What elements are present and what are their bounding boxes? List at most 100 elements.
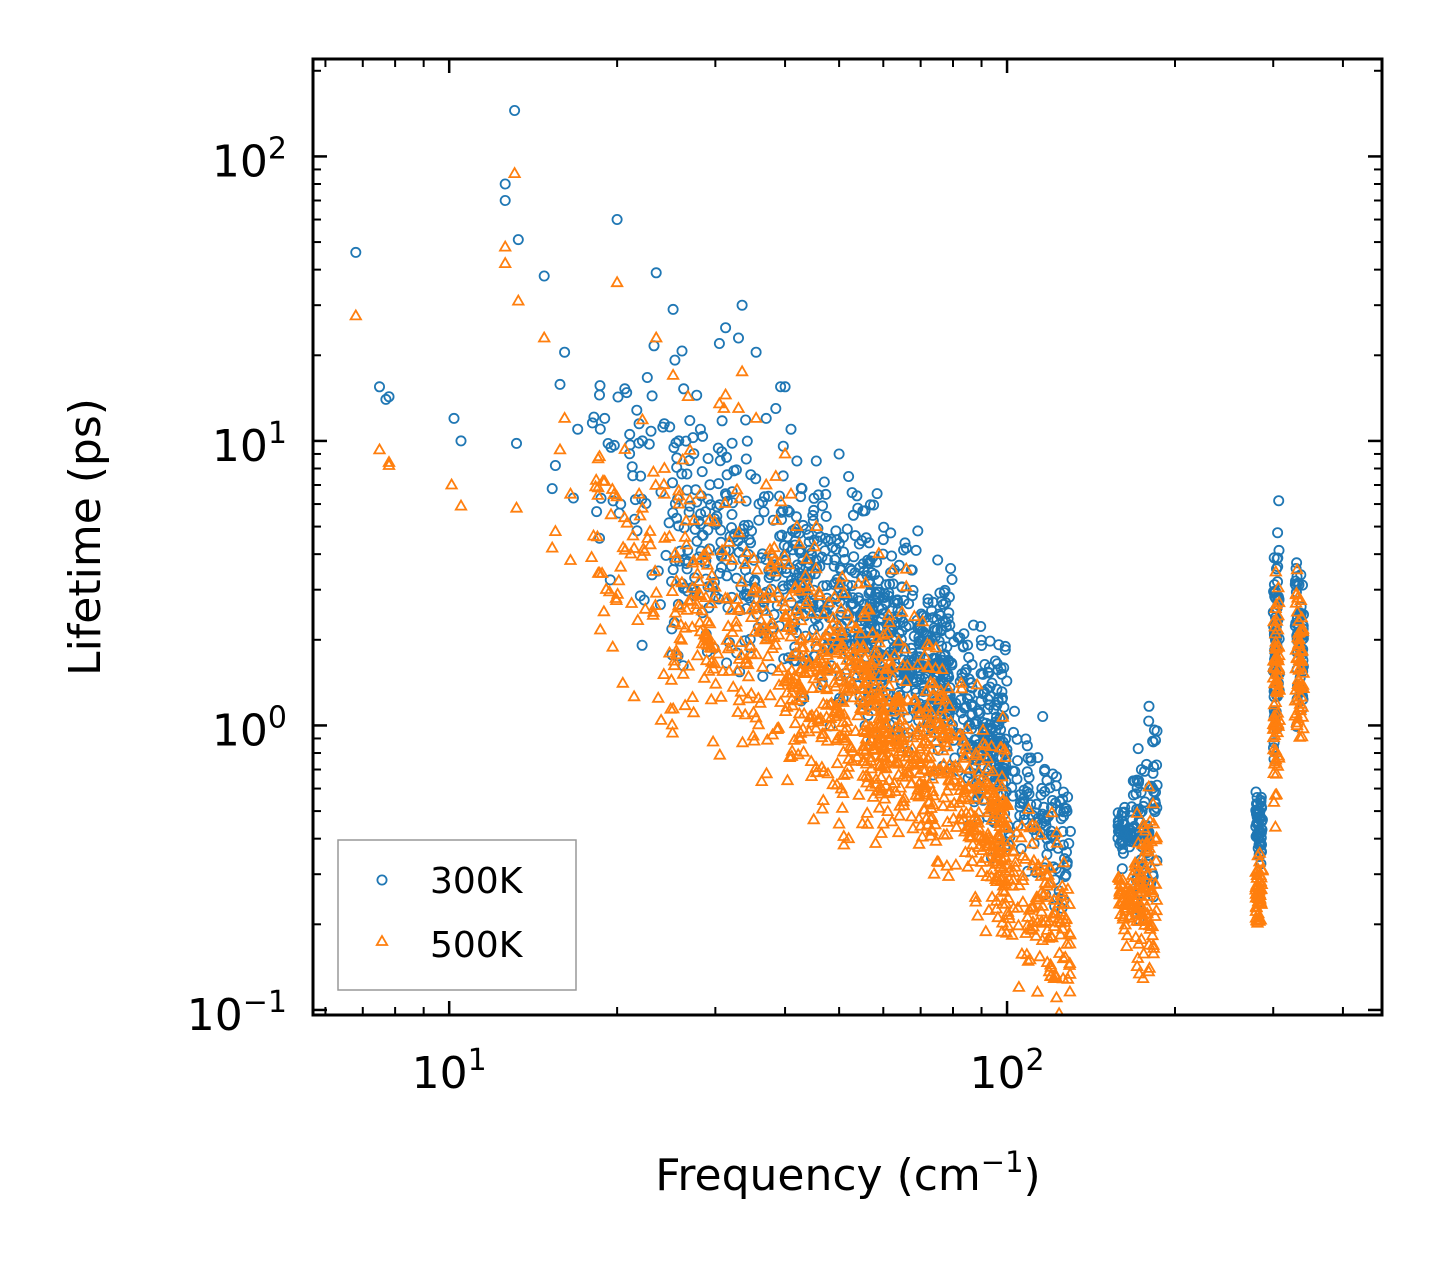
point-500k bbox=[722, 664, 736, 676]
point-500k bbox=[852, 788, 866, 800]
point-500k bbox=[913, 818, 928, 831]
point-500k bbox=[997, 885, 1012, 897]
point-500k bbox=[699, 590, 713, 602]
point-500k bbox=[909, 788, 923, 800]
point-500k bbox=[632, 486, 646, 499]
point-300k bbox=[1115, 836, 1127, 848]
point-500k bbox=[763, 559, 778, 572]
point-500k bbox=[836, 715, 850, 728]
point-500k bbox=[782, 589, 797, 602]
point-500k bbox=[837, 768, 851, 780]
point-300k bbox=[804, 553, 816, 565]
point-500k bbox=[1030, 984, 1045, 997]
point-500k bbox=[978, 738, 993, 751]
point-500k bbox=[763, 629, 778, 642]
point-500k bbox=[593, 622, 608, 635]
point-500k bbox=[700, 629, 715, 641]
point-500k bbox=[735, 735, 750, 748]
legend-label-500k: 500K bbox=[430, 925, 524, 966]
point-500k bbox=[1146, 796, 1160, 809]
point-500k bbox=[1131, 951, 1145, 963]
point-500k bbox=[855, 816, 870, 829]
point-500k bbox=[872, 800, 887, 813]
point-500k bbox=[1142, 841, 1157, 853]
point-500k bbox=[879, 649, 893, 662]
point-500k bbox=[958, 751, 973, 763]
point-300k bbox=[846, 487, 858, 499]
point-500k bbox=[635, 548, 649, 561]
point-500k bbox=[1131, 881, 1146, 893]
point-500k bbox=[993, 807, 1008, 820]
point-500k bbox=[667, 658, 682, 671]
point-300k bbox=[721, 570, 733, 582]
point-300k bbox=[820, 510, 832, 522]
point-300k bbox=[937, 598, 949, 610]
point-500k bbox=[671, 483, 686, 496]
point-500k bbox=[933, 689, 947, 701]
point-500k bbox=[673, 631, 687, 644]
point-500k bbox=[1059, 912, 1073, 925]
point-500k bbox=[868, 678, 883, 691]
point-300k bbox=[716, 561, 728, 573]
point-500k bbox=[908, 692, 923, 705]
point-500k bbox=[900, 692, 915, 705]
point-300k bbox=[645, 425, 657, 437]
point-300k bbox=[704, 479, 716, 491]
point-500k bbox=[743, 638, 758, 651]
point-300k bbox=[896, 581, 908, 593]
point-300k bbox=[1061, 859, 1073, 871]
point-500k bbox=[790, 602, 804, 614]
point-500k bbox=[858, 651, 872, 664]
point-300k bbox=[669, 354, 681, 366]
point-500k bbox=[695, 603, 709, 616]
point-500k bbox=[711, 646, 725, 659]
point-300k bbox=[808, 504, 820, 516]
point-500k bbox=[909, 752, 923, 764]
point-500k bbox=[882, 693, 896, 706]
point-500k bbox=[798, 568, 813, 581]
point-500k bbox=[712, 396, 727, 409]
point-500k bbox=[864, 779, 878, 792]
point-500k bbox=[683, 443, 697, 455]
point-500k bbox=[828, 679, 843, 692]
point-500k bbox=[905, 776, 919, 789]
point-500k bbox=[882, 773, 896, 785]
point-500k bbox=[816, 793, 831, 805]
point-500k bbox=[921, 700, 935, 712]
legend: 300K 500K bbox=[337, 839, 577, 991]
point-300k bbox=[975, 634, 987, 646]
point-300k bbox=[743, 572, 755, 584]
point-300k bbox=[838, 546, 850, 558]
point-500k bbox=[821, 658, 835, 670]
point-300k bbox=[350, 246, 362, 258]
point-500k bbox=[930, 854, 944, 867]
point-300k bbox=[745, 537, 757, 549]
point-300k bbox=[705, 499, 717, 511]
point-500k bbox=[1268, 642, 1283, 654]
point-300k bbox=[728, 465, 740, 477]
point-500k bbox=[780, 685, 794, 698]
point-500k bbox=[760, 732, 775, 745]
point-500k bbox=[927, 866, 941, 879]
point-500k bbox=[730, 663, 744, 676]
point-500k bbox=[700, 614, 715, 627]
point-500k bbox=[1270, 650, 1285, 663]
point-500k bbox=[726, 680, 740, 692]
point-500k bbox=[996, 853, 1010, 866]
point-300k bbox=[934, 587, 946, 599]
point-500k bbox=[860, 806, 874, 818]
point-500k bbox=[968, 790, 982, 803]
point-500k bbox=[805, 681, 820, 693]
point-500k bbox=[765, 615, 780, 628]
point-300k bbox=[908, 630, 920, 642]
y-axis-label: Lifetime (ps) bbox=[60, 398, 111, 676]
point-300k bbox=[900, 670, 912, 682]
point-500k bbox=[1149, 832, 1163, 845]
point-500k bbox=[1268, 714, 1282, 727]
point-500k bbox=[616, 676, 630, 688]
point-500k bbox=[1033, 828, 1048, 840]
point-500k bbox=[830, 634, 844, 646]
point-300k bbox=[984, 719, 996, 731]
point-500k bbox=[887, 776, 902, 788]
point-500k bbox=[1045, 930, 1059, 943]
